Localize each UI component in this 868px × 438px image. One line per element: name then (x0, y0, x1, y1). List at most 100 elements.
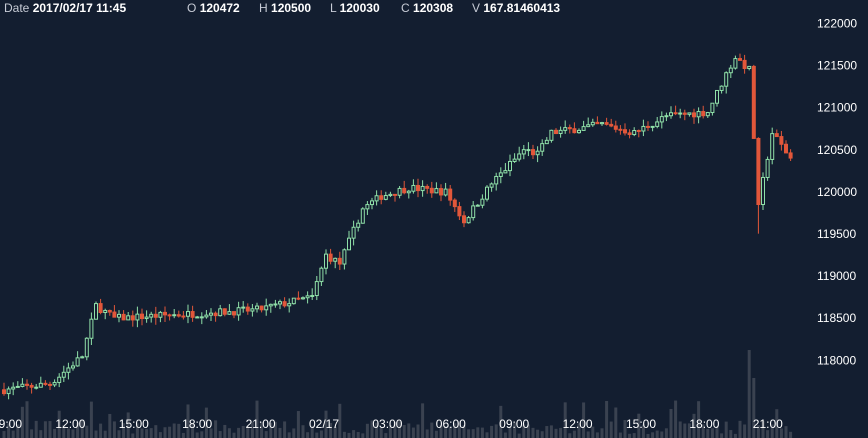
candle-body (218, 308, 223, 317)
candle-body (52, 381, 57, 386)
volume-bar (227, 428, 231, 438)
x-tick-label: 02/17 (309, 417, 339, 431)
volume-bar (517, 433, 521, 438)
volume-bar (402, 425, 406, 438)
volume-bar (416, 424, 420, 438)
close-label: C (401, 1, 410, 15)
volume-bar (80, 420, 84, 438)
candle-body (770, 133, 775, 160)
candle-body (641, 125, 646, 132)
candle-body (475, 204, 480, 207)
candle-body (485, 186, 489, 200)
candle-body (370, 200, 374, 206)
candle-body (337, 257, 342, 265)
x-tick-label: 18:00 (689, 417, 719, 431)
volume-bar (315, 432, 319, 438)
candle-body (595, 121, 600, 125)
candle-body (416, 184, 420, 192)
y-tick-label: 120500 (817, 143, 857, 157)
volume-bar (250, 421, 254, 438)
volume-bar (333, 426, 337, 438)
candle-body (250, 308, 255, 312)
volume-bar (733, 433, 737, 438)
candle-body (393, 193, 397, 196)
x-tick-label: 06:00 (436, 417, 466, 431)
candle-body (232, 311, 236, 316)
candle-body (618, 128, 623, 131)
candle-body (25, 383, 29, 386)
volume-bar (25, 401, 29, 438)
candle-body (84, 337, 89, 358)
volume-bar (651, 432, 655, 438)
volume-bar (209, 428, 213, 438)
candle-body (328, 253, 333, 262)
volume-bar (342, 431, 346, 438)
volume-bar (540, 431, 544, 438)
volume-bar (292, 428, 296, 438)
volume-bar (789, 431, 793, 438)
volume-bar (646, 433, 650, 438)
candle-body (2, 389, 6, 395)
candle-body (140, 313, 144, 320)
volume-bar (577, 423, 581, 438)
candle-body (494, 175, 499, 185)
volume-bar (761, 420, 765, 438)
candle-body (443, 188, 448, 196)
candle-body (586, 124, 591, 128)
candle-body (733, 58, 738, 69)
volume-bar (559, 427, 563, 438)
candle-body (508, 160, 512, 172)
volume-bar (181, 432, 185, 438)
y-tick-label: 122000 (817, 16, 857, 30)
candle-body (425, 185, 430, 189)
candle-body (512, 158, 517, 162)
volume-bar (490, 425, 494, 438)
volume-bar (264, 431, 268, 438)
candle-body (167, 314, 172, 317)
candle-body (195, 316, 200, 319)
volume-bar (595, 432, 599, 438)
candle-body (227, 311, 232, 315)
candle-body (659, 116, 664, 123)
candle-body (719, 85, 724, 91)
y-tick-label: 118500 (817, 311, 856, 325)
candle-body (296, 297, 301, 300)
candle-body (761, 176, 765, 205)
volume-bar (16, 424, 20, 438)
candle-body (241, 306, 246, 309)
volume-bar (283, 421, 287, 438)
volume-bar (260, 421, 264, 438)
high-label: H (259, 1, 268, 15)
candle-body (747, 65, 752, 70)
candle-body (324, 253, 328, 269)
candle-body (287, 303, 292, 307)
volume-bar (687, 423, 691, 438)
volume-bar (582, 402, 586, 438)
candle-body (236, 307, 241, 316)
volume-bar (425, 429, 429, 438)
candle-body (163, 311, 167, 316)
candle-body (255, 305, 259, 310)
volume-bar (393, 421, 397, 438)
volume-bar (7, 423, 11, 438)
candle-body (6, 388, 11, 395)
volume-bar (338, 403, 342, 438)
candle-body (20, 383, 25, 387)
volume-bar (421, 403, 425, 438)
candle-body (613, 125, 618, 130)
volume-bar (2, 431, 6, 438)
volume-bar (172, 423, 176, 438)
x-tick-label: 21:00 (246, 417, 276, 431)
volume-bar (241, 425, 245, 438)
volume-bar (237, 427, 241, 438)
volume-bar (361, 433, 365, 438)
volume-bar (365, 423, 369, 438)
candle-body (406, 190, 411, 194)
volume-bar (531, 427, 535, 438)
volume-bar (439, 425, 443, 438)
volume-bar (664, 428, 668, 438)
volume-bar (34, 420, 38, 438)
volume-bar (678, 421, 682, 438)
candle-body (489, 183, 494, 188)
y-tick-label: 119000 (817, 269, 856, 283)
